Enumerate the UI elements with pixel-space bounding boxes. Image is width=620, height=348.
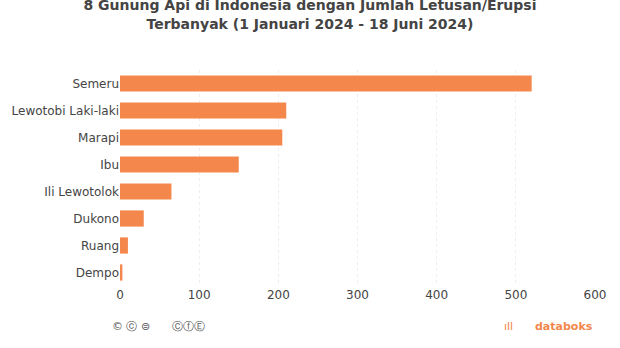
- svg-text:Semeru: Semeru: [72, 77, 119, 91]
- svg-text:ıll: ıll: [504, 320, 513, 333]
- svg-text:0: 0: [116, 288, 124, 302]
- svg-text:300: 300: [346, 288, 369, 302]
- svg-text:databoks: databoks: [535, 320, 593, 333]
- svg-text:Dempo: Dempo: [76, 266, 119, 280]
- svg-text:100: 100: [188, 288, 211, 302]
- svg-text:Marapi: Marapi: [78, 131, 119, 145]
- svg-text:Ruang: Ruang: [81, 239, 119, 253]
- svg-text:8 Gunung Api di Indonesia deng: 8 Gunung Api di Indonesia dengan Jumlah …: [84, 0, 537, 32]
- svg-text:600: 600: [584, 288, 607, 302]
- svg-text:Dukono: Dukono: [73, 212, 119, 226]
- svg-text:Lewotobi Laki-laki: Lewotobi Laki-laki: [12, 104, 119, 118]
- svg-text:Ili Lewotolok: Ili Lewotolok: [44, 185, 119, 199]
- svg-text:© ⓒ ⊜: © ⓒ ⊜: [112, 320, 150, 333]
- svg-text:ⒸⓕⒺ: ⒸⓕⒺ: [172, 320, 205, 333]
- svg-text:500: 500: [504, 288, 527, 302]
- svg-text:Ibu: Ibu: [100, 158, 119, 172]
- svg-text:400: 400: [425, 288, 448, 302]
- svg-text:200: 200: [267, 288, 290, 302]
